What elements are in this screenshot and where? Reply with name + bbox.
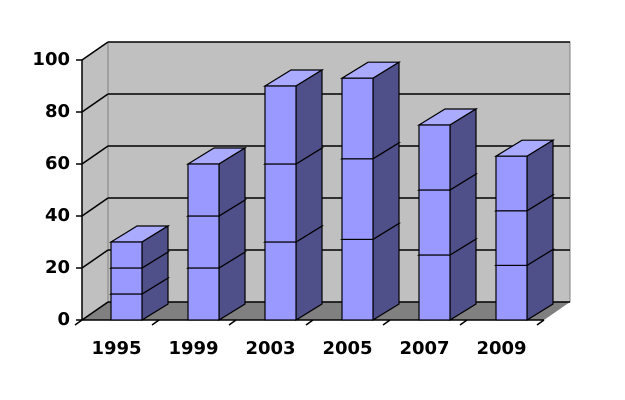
y-tick-label: 40 — [45, 205, 70, 226]
grid-line — [81, 41, 109, 61]
bar-front — [418, 254, 451, 321]
grid-line — [81, 197, 109, 217]
bar-front — [264, 85, 297, 165]
side-wall — [81, 41, 109, 321]
bar-side — [295, 68, 323, 166]
x-tick-label: 2007 — [399, 338, 449, 359]
y-tick-label: 80 — [45, 101, 70, 122]
bar-front — [341, 77, 374, 160]
bar-segment — [416, 107, 479, 192]
bar-front — [110, 267, 143, 295]
bar-front — [110, 293, 143, 321]
grid-line — [81, 249, 109, 269]
x-tick — [382, 319, 391, 326]
bar-segment — [262, 68, 325, 166]
x-tick-label: 2003 — [245, 338, 295, 359]
bar-segment — [339, 61, 402, 160]
x-tick-label: 2009 — [476, 338, 526, 359]
x-tick — [151, 319, 160, 326]
bar-segment — [185, 146, 248, 218]
x-tick — [228, 319, 237, 326]
x-tick — [536, 319, 545, 326]
bar-front — [187, 163, 220, 217]
bar-side — [372, 222, 400, 322]
x-tick — [459, 319, 468, 326]
grid-line — [81, 145, 109, 165]
y-tick-label: 0 — [57, 309, 70, 330]
x-tick-label: 2005 — [322, 338, 372, 359]
bar-front — [264, 163, 297, 243]
bar-front — [341, 238, 374, 321]
x-tick — [305, 319, 314, 326]
y-tick-label: 20 — [45, 257, 70, 278]
bar-segment — [108, 224, 171, 270]
bar-front — [495, 155, 528, 212]
y-tick-label: 60 — [45, 153, 70, 174]
bar-front — [418, 124, 451, 191]
bar-front — [187, 267, 220, 321]
bar-front — [187, 215, 220, 269]
grid-line — [81, 93, 109, 113]
bar-side — [372, 61, 400, 160]
bar-front — [495, 210, 528, 267]
bar-side — [372, 141, 400, 241]
y-tick-label: 100 — [32, 49, 70, 70]
x-tick-label: 1999 — [168, 338, 218, 359]
bar-front — [418, 189, 451, 256]
bar-front — [495, 264, 528, 321]
x-tick — [74, 319, 83, 326]
bar-front — [341, 158, 374, 241]
bar-segment — [493, 139, 556, 212]
x-tick-label: 1995 — [91, 338, 141, 359]
bar-front — [264, 241, 297, 321]
grid-line — [81, 301, 109, 321]
bar-front — [110, 241, 143, 269]
